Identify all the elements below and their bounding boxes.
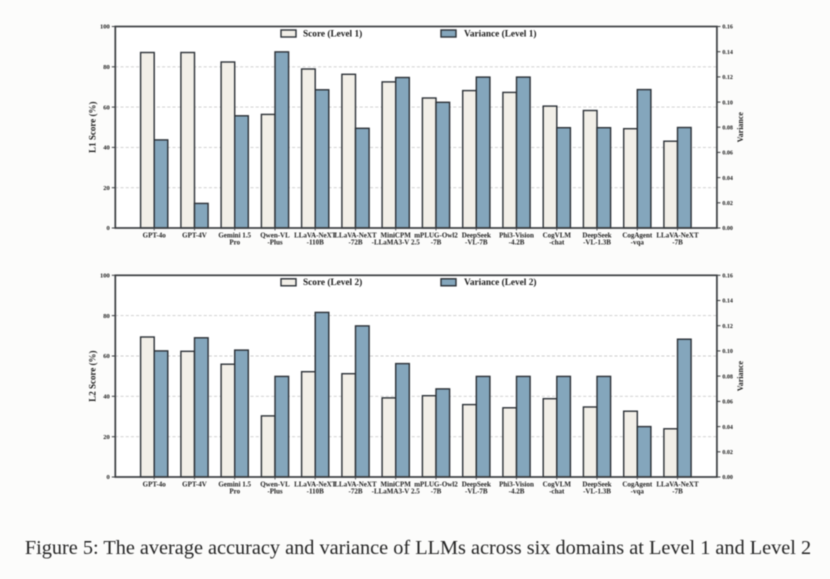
svg-text:DeepSeek: DeepSeek [462, 232, 491, 240]
svg-text:100: 100 [100, 24, 110, 31]
svg-text:0.12: 0.12 [722, 75, 733, 81]
svg-text:-chat: -chat [549, 239, 565, 247]
svg-text:GPT-4o: GPT-4o [143, 481, 167, 489]
svg-text:LLaVA-NeXT: LLaVA-NeXT [334, 232, 377, 240]
svg-text:-Plus: -Plus [267, 488, 282, 496]
svg-text:-LLaMA3-V 2.5: -LLaMA3-V 2.5 [372, 488, 421, 496]
svg-text:0.12: 0.12 [722, 324, 733, 330]
svg-text:-vqa: -vqa [631, 239, 645, 247]
svg-text:Gemini 1.5: Gemini 1.5 [218, 481, 251, 489]
svg-text:CogVLM: CogVLM [543, 481, 572, 489]
svg-text:80: 80 [103, 64, 110, 71]
svg-text:0.06: 0.06 [722, 400, 733, 406]
svg-text:60: 60 [103, 353, 110, 360]
svg-text:-VL-7B: -VL-7B [465, 239, 488, 247]
svg-text:-VL-1.3B: -VL-1.3B [583, 239, 611, 247]
svg-text:Phi3-Vision: Phi3-Vision [499, 481, 534, 489]
svg-text:Score (Level 2): Score (Level 2) [303, 277, 362, 288]
svg-text:0.00: 0.00 [722, 226, 733, 232]
svg-text:Variance (Level 2): Variance (Level 2) [464, 277, 536, 288]
svg-text:MiniCPM: MiniCPM [381, 481, 412, 489]
svg-text:DeepSeek: DeepSeek [582, 481, 611, 489]
svg-text:0.02: 0.02 [722, 450, 733, 456]
svg-text:Variance: Variance [736, 360, 745, 391]
svg-text:-vqa: -vqa [631, 488, 645, 496]
svg-text:80: 80 [103, 313, 110, 320]
svg-text:CogAgent: CogAgent [622, 232, 653, 240]
svg-text:-7B: -7B [672, 239, 683, 247]
svg-text:-7B: -7B [431, 239, 442, 247]
svg-text:L1 Score (%): L1 Score (%) [88, 102, 98, 153]
svg-text:0.10: 0.10 [722, 100, 733, 106]
svg-text:0: 0 [107, 474, 110, 481]
svg-text:GPT-4V: GPT-4V [182, 232, 207, 240]
svg-text:Pro: Pro [229, 239, 240, 247]
svg-text:-110B: -110B [307, 488, 324, 496]
svg-text:GPT-4o: GPT-4o [143, 232, 167, 240]
svg-text:MiniCPM: MiniCPM [381, 232, 412, 240]
svg-text:CogAgent: CogAgent [622, 481, 653, 489]
svg-text:0.16: 0.16 [722, 274, 733, 280]
svg-text:-chat: -chat [549, 488, 565, 496]
svg-text:0.16: 0.16 [722, 25, 733, 31]
svg-text:-LLaMA3-V 2.5: -LLaMA3-V 2.5 [372, 239, 421, 247]
svg-text:0.04: 0.04 [722, 425, 733, 431]
svg-text:L2 Score (%): L2 Score (%) [88, 350, 98, 401]
svg-text:Score (Level 1): Score (Level 1) [303, 28, 362, 39]
svg-text:-4.2B: -4.2B [509, 239, 525, 247]
svg-text:-7B: -7B [431, 488, 442, 496]
svg-text:mPLUG-Owl2: mPLUG-Owl2 [414, 481, 458, 489]
svg-text:0.02: 0.02 [722, 201, 733, 207]
svg-text:0.00: 0.00 [722, 475, 733, 481]
svg-text:DeepSeek: DeepSeek [582, 232, 611, 240]
svg-text:-Plus: -Plus [267, 239, 282, 247]
svg-text:20: 20 [103, 434, 110, 441]
svg-text:Qwen-VL: Qwen-VL [260, 481, 290, 489]
svg-text:-72B: -72B [349, 488, 363, 496]
svg-text:0.08: 0.08 [722, 125, 733, 131]
svg-text:0.04: 0.04 [722, 176, 733, 182]
svg-text:Variance: Variance [736, 112, 745, 143]
svg-text:0.08: 0.08 [722, 374, 733, 380]
svg-text:LLaVA-NeXT: LLaVA-NeXT [334, 481, 377, 489]
svg-text:0: 0 [107, 225, 110, 232]
svg-text:-72B: -72B [349, 239, 363, 247]
svg-text:-4.2B: -4.2B [509, 488, 525, 496]
svg-text:100: 100 [100, 273, 110, 280]
svg-text:Gemini 1.5: Gemini 1.5 [218, 232, 251, 240]
svg-text:GPT-4V: GPT-4V [182, 481, 207, 489]
svg-text:-VL-7B: -VL-7B [465, 488, 488, 496]
svg-text:LLaVA-NeXT: LLaVA-NeXT [656, 232, 699, 240]
svg-text:CogVLM: CogVLM [543, 232, 572, 240]
svg-text:LLaVA-NeXT: LLaVA-NeXT [294, 481, 337, 489]
svg-text:40: 40 [103, 145, 110, 152]
svg-text:40: 40 [103, 394, 110, 401]
svg-text:0.06: 0.06 [722, 151, 733, 157]
svg-text:Pro: Pro [229, 488, 240, 496]
svg-text:LLaVA-NeXT: LLaVA-NeXT [294, 232, 337, 240]
svg-text:0.14: 0.14 [722, 50, 733, 56]
svg-text:-7B: -7B [672, 488, 683, 496]
svg-text:0.10: 0.10 [722, 349, 733, 355]
svg-text:mPLUG-Owl2: mPLUG-Owl2 [414, 232, 458, 240]
svg-text:0.14: 0.14 [722, 299, 733, 305]
svg-text:-110B: -110B [307, 239, 324, 247]
svg-text:-VL-1.3B: -VL-1.3B [583, 488, 611, 496]
svg-text:Qwen-VL: Qwen-VL [260, 232, 290, 240]
svg-text:20: 20 [103, 185, 110, 192]
svg-text:DeepSeek: DeepSeek [462, 481, 491, 489]
svg-text:Phi3-Vision: Phi3-Vision [499, 232, 534, 240]
svg-text:60: 60 [103, 104, 110, 111]
svg-text:Variance (Level 1): Variance (Level 1) [464, 28, 536, 39]
svg-text:LLaVA-NeXT: LLaVA-NeXT [656, 481, 699, 489]
